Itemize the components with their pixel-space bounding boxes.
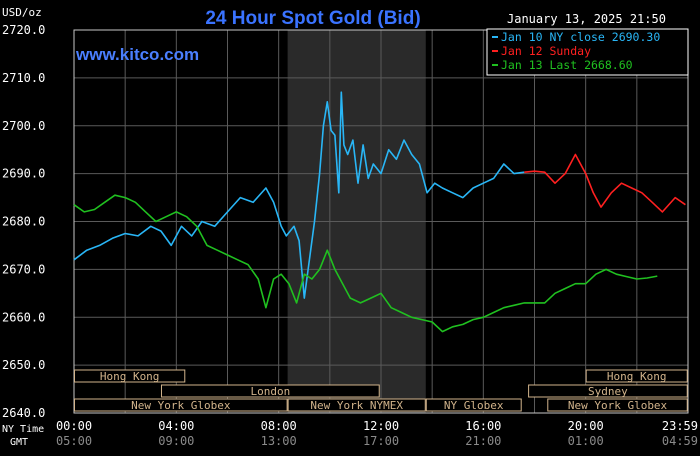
session-label: New York Globex (131, 399, 231, 412)
y-axis-unit-label: USD/oz (2, 6, 42, 19)
y-tick-label: 2650.0 (2, 358, 45, 372)
x-tick-label-ny: 00:00 (56, 419, 92, 433)
x-tick-label-gmt: 01:00 (568, 434, 604, 448)
session-label: NY Globex (444, 399, 504, 412)
chart-title: 24 Hour Spot Gold (Bid) (205, 8, 420, 29)
x-tick-label-gmt: 17:00 (363, 434, 399, 448)
grid-lines (73, 29, 689, 414)
y-tick-labels: 2720.0 2710.0 2700.0 2690.0 2680.0 2670.0 2660… (2, 23, 45, 420)
x-tick-label-gmt: 21:00 (465, 434, 501, 448)
legend-entry: Jan 12 Sunday (501, 44, 591, 58)
session-bar: Hong Kong (74, 369, 186, 383)
y-tick-label: 2670.0 (2, 262, 45, 276)
x-tick-label-gmt: 04:59 (662, 434, 698, 448)
legend-entry: Jan 10 NY close 2690.30 (501, 30, 660, 44)
session-bar: New York Globex (74, 398, 288, 412)
session-label: New York NYMEX (310, 399, 403, 412)
x-tick-labels: 00:00 04:00 08:00 12:00 16:00 20:00 23:59 05:00… (56, 419, 698, 448)
plot-border (73, 29, 689, 414)
series-line (73, 194, 658, 333)
session-bar: Hong Kong (585, 369, 688, 383)
x-tick-label-gmt: 09:00 (158, 434, 194, 448)
brand-watermark: www.kitco.com (75, 45, 199, 64)
session-label: Sydney (588, 385, 628, 398)
session-label: Hong Kong (607, 370, 667, 383)
session-label: Hong Kong (100, 370, 160, 383)
y-tick-label: 2640.0 (2, 406, 45, 420)
x-tick-label-ny: 12:00 (363, 419, 399, 433)
session-label: London (250, 385, 290, 398)
y-tick-label: 2720.0 (2, 23, 45, 37)
x-axis-label-ny: NY Time (2, 424, 44, 435)
x-tick-label-ny: 08:00 (261, 419, 297, 433)
y-tick-label: 2700.0 (2, 119, 45, 133)
x-tick-label-ny: 04:00 (158, 419, 194, 433)
y-tick-label: 2660.0 (2, 310, 45, 324)
x-tick-label-gmt: 05:00 (56, 434, 92, 448)
session-label: New York Globex (568, 399, 668, 412)
timestamp: January 13, 2025 21:50 (507, 12, 666, 26)
series-line (73, 91, 525, 299)
x-tick-label-ny: 23:59 (662, 419, 698, 433)
legend-entry: Jan 13 Last 2668.60 (501, 58, 633, 72)
y-tick-label: 2710.0 (2, 71, 45, 85)
session-bar: New York Globex (547, 398, 688, 412)
x-tick-label-gmt: 13:00 (261, 434, 297, 448)
session-bar: New York NYMEX (287, 398, 426, 412)
legend-box (486, 28, 689, 76)
session-bar: London (160, 384, 380, 398)
session-bar: Sydney (528, 384, 688, 398)
y-tick-label: 2680.0 (2, 215, 45, 229)
x-axis-label-gmt: GMT (10, 437, 28, 448)
x-tick-label-ny: 20:00 (568, 419, 604, 433)
series-line (524, 153, 686, 213)
x-tick-label-ny: 16:00 (465, 419, 501, 433)
y-tick-label: 2690.0 (2, 167, 45, 181)
price-series (73, 91, 686, 333)
session-bar: NY Globex (425, 398, 522, 412)
